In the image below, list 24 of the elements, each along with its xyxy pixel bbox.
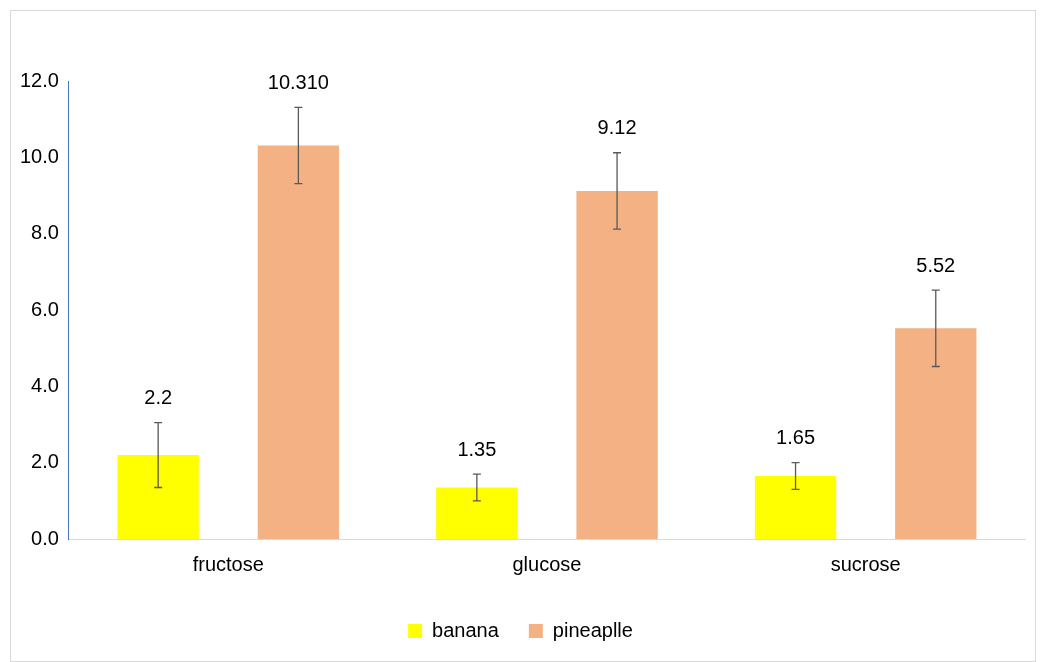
legend-label: banana — [432, 618, 500, 641]
y-tick-label: 4.0 — [31, 373, 59, 396]
x-tick-label: fructose — [192, 552, 264, 575]
data-label: 1.65 — [776, 426, 816, 449]
bar — [436, 487, 518, 539]
bar — [754, 476, 837, 539]
y-tick-label: 10.0 — [19, 144, 59, 167]
y-tick-label: 8.0 — [31, 221, 59, 244]
bar — [895, 328, 977, 539]
bar — [257, 145, 340, 539]
data-label: 1.35 — [457, 437, 497, 460]
x-tick-label: glucose — [512, 552, 582, 575]
data-label: 5.52 — [916, 253, 956, 276]
bar — [576, 190, 658, 539]
y-tick-label: 2.0 — [31, 450, 59, 473]
y-tick-label: 0.0 — [31, 526, 59, 549]
data-label: 9.12 — [597, 116, 637, 139]
data-label: 10.310 — [267, 70, 329, 93]
data-label: 2.2 — [144, 386, 173, 409]
bar — [117, 455, 199, 539]
legend-label: pineaplle — [552, 618, 633, 641]
y-tick-label: 12.0 — [19, 68, 59, 91]
x-tick-label: sucrose — [830, 552, 901, 575]
y-tick-label: 6.0 — [31, 297, 59, 320]
